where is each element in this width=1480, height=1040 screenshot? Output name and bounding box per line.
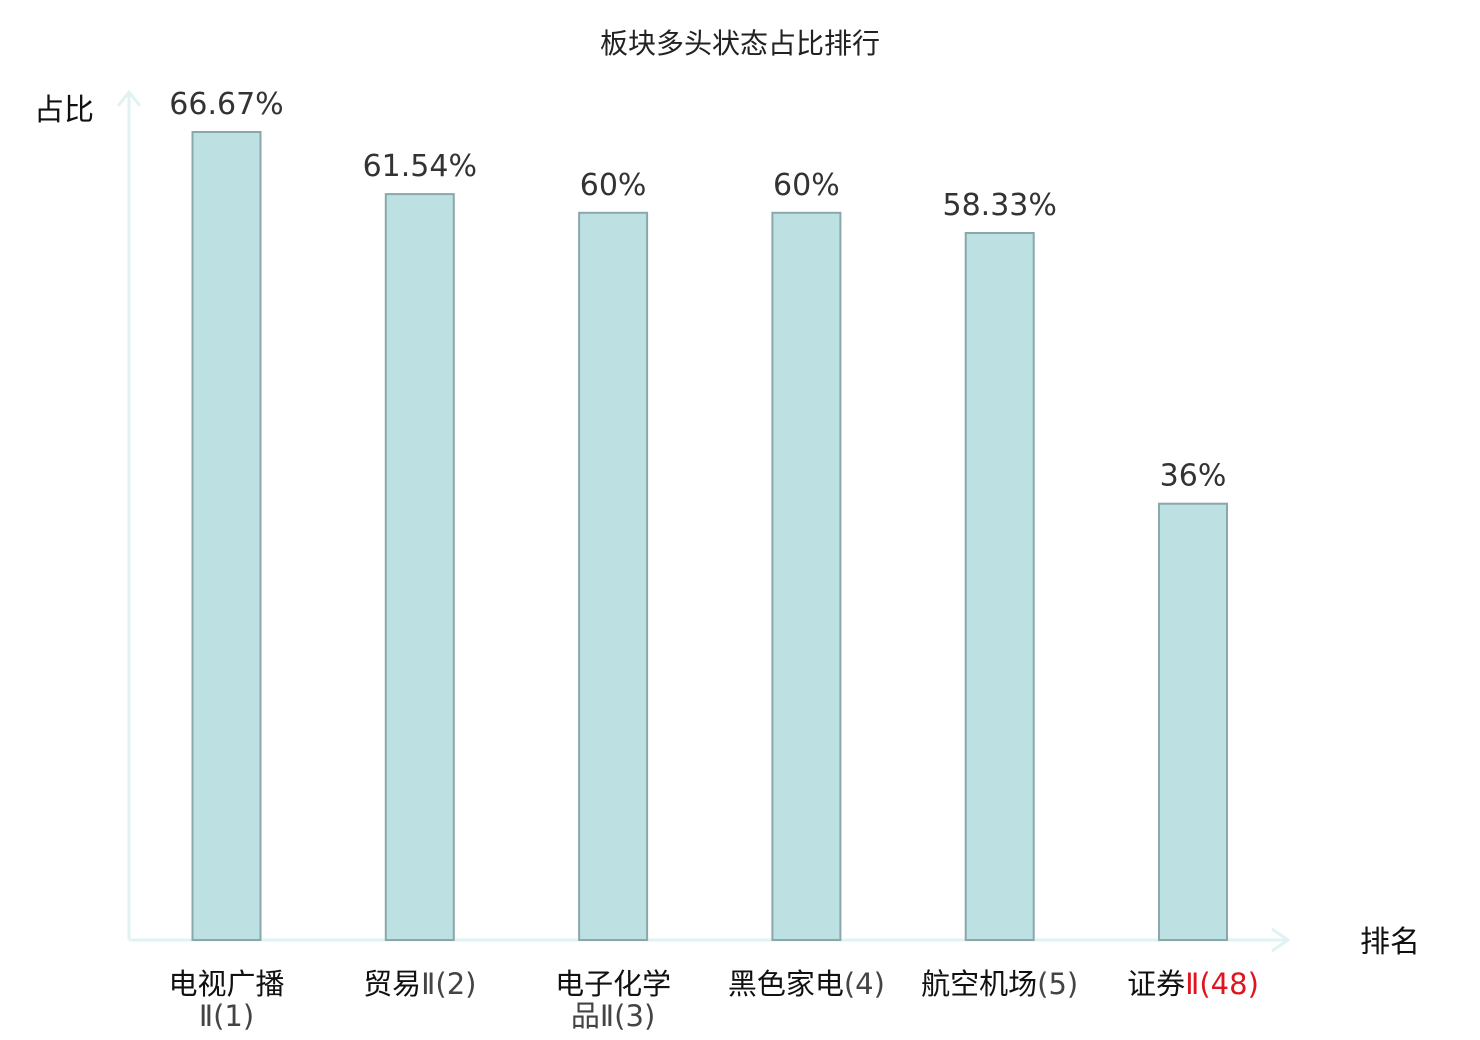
- category-name-6: 证券: [1127, 967, 1185, 1001]
- bar-1: [191, 131, 262, 941]
- category-label-4: 黑色家电(4): [728, 967, 885, 1001]
- category-rank-3: 品Ⅱ(3): [571, 999, 655, 1033]
- bars: [191, 131, 1228, 942]
- category-rank-5: (5): [1037, 967, 1078, 1001]
- category-name-5: 航空机场: [921, 967, 1037, 1001]
- category-label-5: 航空机场(5): [921, 967, 1078, 1001]
- value-label-3: 60%: [580, 168, 647, 203]
- category-name-2: 贸易: [363, 967, 421, 1001]
- y-axis: [116, 90, 142, 940]
- category-rank-4: (4): [844, 967, 885, 1001]
- category-label-1: 电视广播: [168, 967, 284, 1001]
- y-axis-label: 占比: [34, 93, 94, 128]
- category-rank-1: Ⅱ(1): [199, 999, 254, 1033]
- category-rank-2: Ⅱ(2): [421, 967, 476, 1001]
- value-label-2: 61.54%: [363, 149, 477, 184]
- category-label-6: 证券Ⅱ(48): [1127, 967, 1259, 1001]
- bar-3: [578, 211, 649, 942]
- value-label-5: 58.33%: [943, 188, 1057, 223]
- category-label-3: 电子化学: [555, 967, 671, 1001]
- value-label-1: 66.67%: [169, 87, 283, 122]
- bar-4: [771, 211, 842, 942]
- value-label-4: 60%: [773, 168, 840, 203]
- bar-5: [964, 232, 1035, 941]
- category-label-2: 贸易Ⅱ(2): [363, 967, 476, 1001]
- category-rank-6: Ⅱ(48): [1185, 967, 1259, 1001]
- value-label-6: 36%: [1160, 459, 1227, 494]
- chart-title: 板块多头状态占比排行: [600, 27, 880, 60]
- category-name-4: 黑色家电: [728, 967, 844, 1001]
- value-labels: 66.67% 61.54% 60% 60% 58.33% 36%: [169, 87, 1226, 494]
- x-axis-label: 排名: [1360, 925, 1420, 960]
- bar-6: [1158, 502, 1228, 941]
- x-axis: [129, 927, 1290, 953]
- bar-2: [384, 193, 455, 942]
